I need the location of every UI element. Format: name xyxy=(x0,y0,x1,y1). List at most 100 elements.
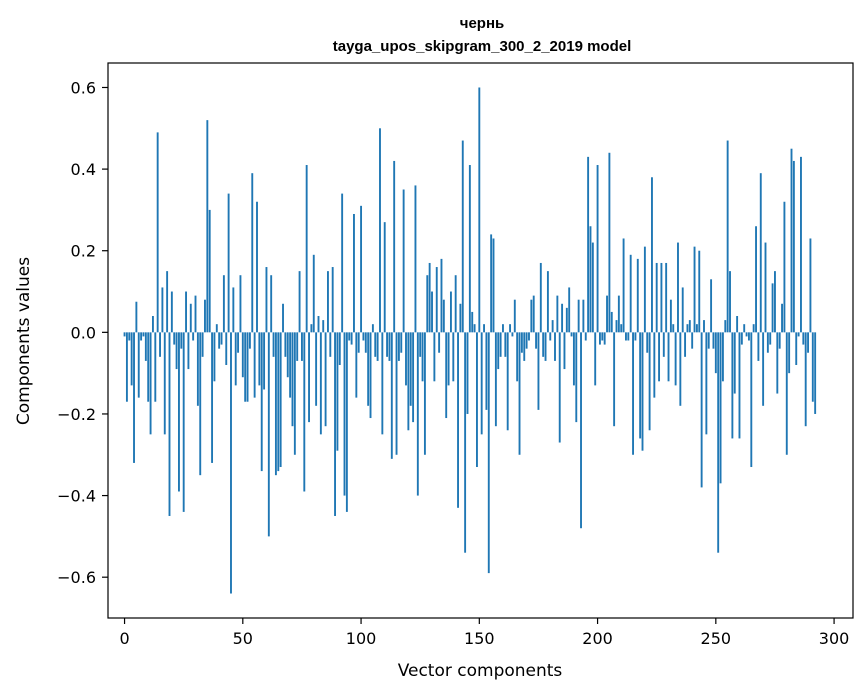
bar xyxy=(660,262,663,333)
bar xyxy=(393,160,396,333)
bar xyxy=(168,332,171,516)
bar xyxy=(383,222,386,333)
bar xyxy=(220,332,223,345)
bar xyxy=(627,332,630,341)
bar xyxy=(570,332,573,337)
bar xyxy=(182,332,185,512)
bar xyxy=(757,332,760,361)
bar xyxy=(416,332,419,496)
x-tick-label: 150 xyxy=(464,629,495,648)
bar xyxy=(511,332,514,337)
bar xyxy=(397,332,400,361)
bar xyxy=(367,332,370,406)
bar xyxy=(483,324,485,333)
bar xyxy=(322,320,325,333)
bar xyxy=(492,238,495,333)
bar xyxy=(473,324,476,333)
bar xyxy=(251,173,254,333)
bar xyxy=(225,332,228,365)
bar xyxy=(265,267,268,333)
bar xyxy=(502,324,504,333)
x-tick-label: 200 xyxy=(582,629,613,648)
bar xyxy=(360,205,363,333)
bar xyxy=(300,332,303,361)
bar xyxy=(187,332,190,370)
bar xyxy=(724,320,727,333)
bar xyxy=(137,332,140,398)
bar xyxy=(201,332,204,357)
bar xyxy=(400,332,403,353)
bar xyxy=(142,332,145,337)
bar xyxy=(535,332,538,349)
bar xyxy=(684,332,687,357)
bar xyxy=(317,316,320,333)
bar xyxy=(435,267,438,333)
bar xyxy=(296,332,299,361)
bar xyxy=(601,332,604,341)
bar xyxy=(556,295,559,333)
bar xyxy=(208,209,211,333)
bar xyxy=(740,332,743,345)
bar xyxy=(147,332,150,402)
bar xyxy=(800,156,802,333)
bar xyxy=(364,332,367,353)
bar xyxy=(215,324,218,333)
bar xyxy=(459,303,462,333)
bar xyxy=(336,332,339,451)
bar xyxy=(814,332,817,414)
bar xyxy=(641,332,644,451)
bar xyxy=(244,332,247,402)
bar xyxy=(234,332,237,386)
bar xyxy=(412,332,415,423)
bar xyxy=(679,332,682,406)
bar xyxy=(490,234,493,333)
bar xyxy=(809,238,812,333)
bar xyxy=(792,160,795,333)
bar xyxy=(788,332,791,374)
bar xyxy=(613,332,616,427)
chart-title-line-1: чернь xyxy=(460,15,505,32)
bar xyxy=(305,165,308,333)
bar xyxy=(705,332,708,435)
bar xyxy=(423,332,426,455)
bar xyxy=(279,332,282,468)
bar xyxy=(714,332,717,374)
bar xyxy=(584,332,587,341)
bar xyxy=(405,332,407,386)
bar xyxy=(797,332,800,337)
bar xyxy=(771,283,774,333)
bar xyxy=(185,291,187,333)
bar xyxy=(717,332,720,553)
bar xyxy=(558,332,561,443)
bar xyxy=(357,332,360,353)
bar xyxy=(669,299,672,333)
bar xyxy=(409,332,412,406)
bar xyxy=(764,242,767,333)
bar xyxy=(634,332,637,341)
bar xyxy=(549,332,552,341)
bar xyxy=(698,250,701,333)
bar xyxy=(542,332,545,357)
bar xyxy=(653,332,656,398)
bar xyxy=(457,332,459,508)
bar xyxy=(454,275,457,333)
bar xyxy=(438,332,441,353)
x-tick-label: 100 xyxy=(346,629,377,648)
bar xyxy=(274,332,277,476)
bar xyxy=(246,332,249,402)
bar xyxy=(738,332,741,439)
bar xyxy=(504,332,507,357)
bar xyxy=(530,299,533,333)
bar xyxy=(539,262,542,333)
bar xyxy=(272,332,275,357)
bar xyxy=(790,148,793,333)
bar xyxy=(688,320,691,333)
bar xyxy=(494,332,497,427)
bar xyxy=(355,332,358,398)
bar xyxy=(703,320,705,333)
bar xyxy=(442,299,445,333)
bar xyxy=(615,320,618,333)
bar xyxy=(580,332,582,529)
bar xyxy=(745,332,748,337)
